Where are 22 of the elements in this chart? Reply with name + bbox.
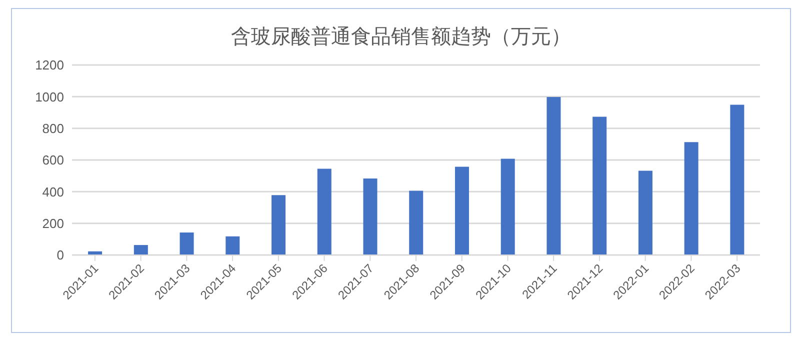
chart-title: 含玻尿酸普通食品销售额趋势（万元） bbox=[230, 25, 572, 50]
bar bbox=[592, 116, 607, 255]
bar bbox=[317, 168, 332, 255]
bar bbox=[363, 178, 378, 255]
y-tick-label: 800 bbox=[42, 120, 64, 136]
y-tick-label: 200 bbox=[42, 216, 64, 231]
y-tick-label: 400 bbox=[42, 184, 64, 200]
bar bbox=[226, 236, 240, 255]
y-tick-label: 0 bbox=[56, 248, 64, 263]
bar bbox=[546, 96, 561, 255]
bar bbox=[134, 245, 148, 255]
y-tick-label: 600 bbox=[42, 152, 64, 168]
bar bbox=[638, 170, 652, 255]
bar bbox=[730, 104, 744, 255]
bar bbox=[272, 195, 286, 255]
bar bbox=[684, 142, 698, 255]
y-tick-label: 1200 bbox=[35, 58, 64, 73]
bar bbox=[454, 166, 469, 255]
bar bbox=[500, 158, 515, 255]
bar bbox=[180, 232, 194, 255]
y-tick-label: 1000 bbox=[35, 89, 64, 104]
bar bbox=[409, 190, 424, 255]
